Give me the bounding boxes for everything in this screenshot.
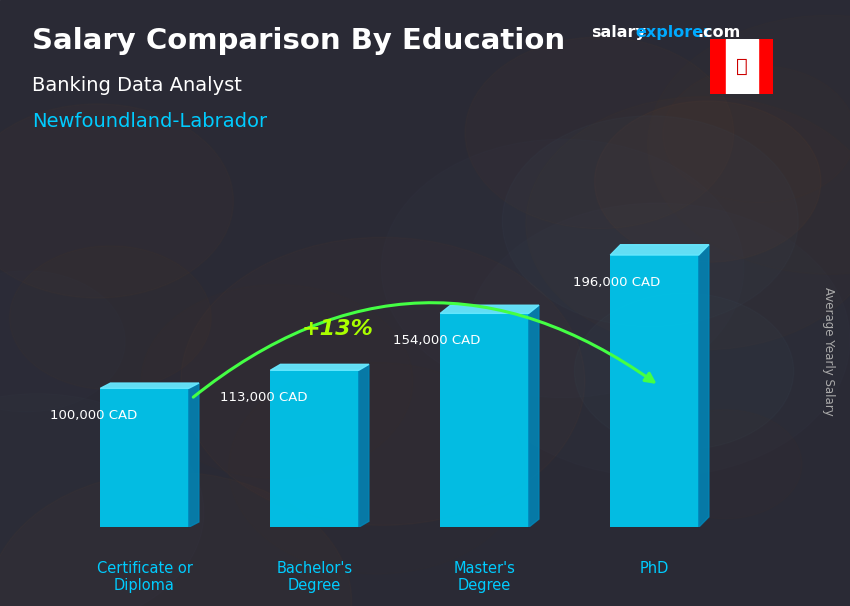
Text: .com: .com [697, 25, 740, 41]
Bar [100, 388, 189, 527]
Bar [710, 39, 726, 94]
Text: salary: salary [591, 25, 646, 41]
Polygon shape [100, 383, 199, 388]
Circle shape [466, 203, 850, 477]
Circle shape [0, 271, 125, 412]
FancyArrowPatch shape [193, 302, 654, 397]
Polygon shape [529, 305, 539, 527]
Polygon shape [359, 364, 369, 527]
Circle shape [9, 246, 211, 390]
Polygon shape [270, 364, 369, 370]
Circle shape [526, 96, 850, 350]
Text: Average Yearly Salary: Average Yearly Salary [822, 287, 836, 416]
Circle shape [181, 238, 585, 525]
Bar [726, 39, 757, 94]
Circle shape [465, 37, 734, 228]
Circle shape [502, 116, 798, 327]
Circle shape [595, 101, 821, 262]
Circle shape [382, 139, 744, 398]
Circle shape [0, 394, 204, 606]
Polygon shape [610, 245, 709, 255]
Circle shape [649, 410, 802, 519]
Text: Master's
Degree: Master's Degree [454, 561, 515, 593]
Bar [270, 370, 359, 527]
Circle shape [0, 104, 234, 298]
Text: Newfoundland-Labrador: Newfoundland-Labrador [32, 112, 268, 131]
Circle shape [663, 66, 850, 203]
Text: 🍁: 🍁 [736, 57, 747, 76]
Circle shape [648, 15, 850, 274]
Text: Banking Data Analyst: Banking Data Analyst [32, 76, 242, 95]
Bar [610, 255, 699, 527]
Polygon shape [440, 305, 539, 313]
Text: Certificate or
Diploma: Certificate or Diploma [97, 561, 192, 593]
Text: PhD: PhD [640, 561, 669, 576]
Polygon shape [189, 383, 199, 527]
Bar [757, 39, 774, 94]
Bar [440, 313, 529, 527]
Polygon shape [699, 245, 709, 527]
Text: 196,000 CAD: 196,000 CAD [574, 276, 660, 289]
Text: +13%: +13% [302, 319, 373, 339]
Circle shape [141, 285, 413, 478]
Text: Salary Comparison By Education: Salary Comparison By Education [32, 27, 565, 55]
Circle shape [575, 293, 794, 450]
Text: 154,000 CAD: 154,000 CAD [394, 334, 480, 347]
Text: Bachelor's
Degree: Bachelor's Degree [276, 561, 353, 593]
Text: 100,000 CAD: 100,000 CAD [50, 409, 137, 422]
Circle shape [0, 472, 352, 606]
Text: explorer: explorer [636, 25, 712, 41]
Text: 113,000 CAD: 113,000 CAD [220, 391, 307, 404]
